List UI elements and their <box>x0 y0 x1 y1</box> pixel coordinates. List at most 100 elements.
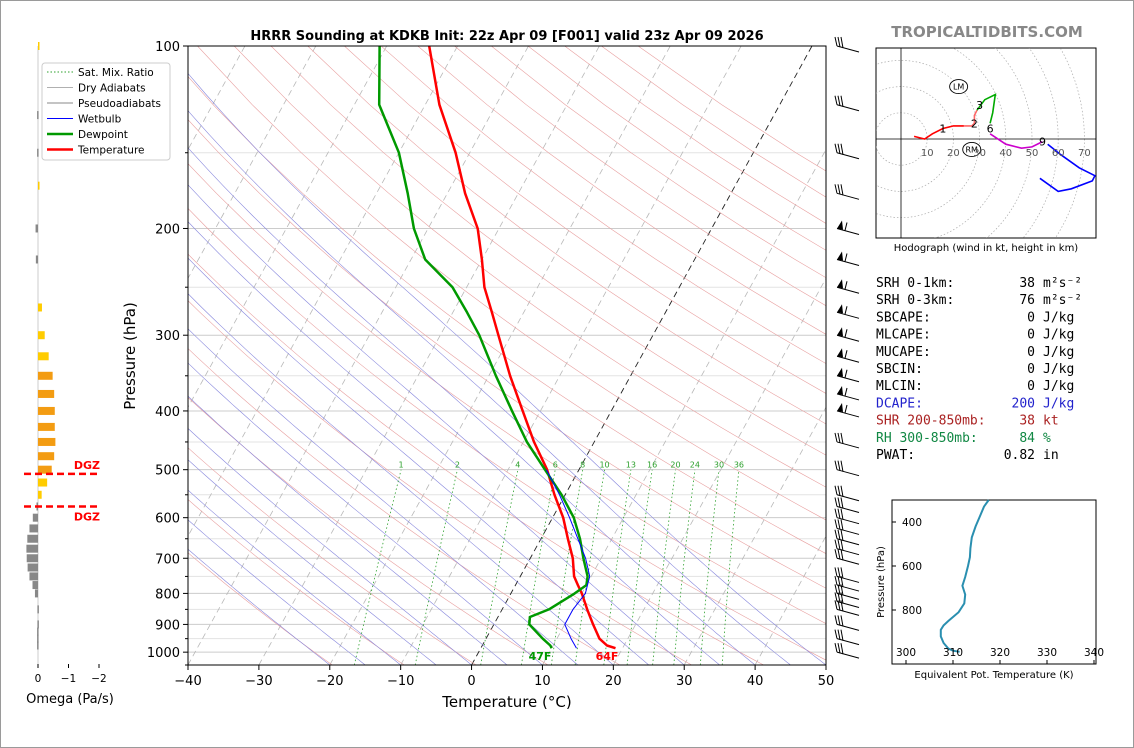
dry-adiabat <box>197 46 826 521</box>
index-value: 0 <box>1027 328 1035 343</box>
hodograph-height-label: 2 <box>971 117 978 130</box>
mixing-ratio-line <box>699 469 720 665</box>
index-label: RH 300-850mb: <box>876 431 978 446</box>
wind-barb-staff <box>836 375 860 383</box>
wind-barb-feather <box>834 508 838 518</box>
hodograph-height-label: 1 <box>939 123 946 136</box>
trace-temperature <box>427 46 616 650</box>
wind-barb-staff <box>836 192 860 200</box>
wind-barb-feather <box>834 567 838 577</box>
wind-barb-feather <box>840 497 844 509</box>
pressure-tick-label: 200 <box>155 222 180 237</box>
omega-tick-label: 0 <box>35 673 42 685</box>
wind-barb-feather <box>840 529 844 541</box>
wind-barb-feather <box>840 629 844 641</box>
temperature-tick-label: 30 <box>676 674 693 689</box>
theta-e-y-label: Pressure (hPa) <box>876 546 887 618</box>
omega-bar <box>35 224 38 233</box>
mixing-ratio-line <box>550 469 584 665</box>
hodograph-caption: Hodograph (wind in kt, height in km) <box>894 243 1079 254</box>
omega-panel: DGZ DGZ 0 −1 −2 Omega (Pa/s) <box>24 42 114 707</box>
hodograph-segment <box>989 133 1043 150</box>
wind-barb-staff <box>836 557 860 565</box>
wind-barb-feather <box>844 387 848 397</box>
temperature-tick-label: −30 <box>245 674 272 689</box>
wind-barb-feather <box>840 143 844 155</box>
mixing-ratio-label: 4 <box>515 461 520 470</box>
theta-e-panel: 300 310 320 330 340 400 600 800 Equivalent Pot… <box>876 499 1104 681</box>
omega-bars <box>26 42 56 650</box>
omega-bar <box>37 111 39 120</box>
wind-barb-feather <box>840 508 844 520</box>
wind-barb-staff <box>836 638 860 646</box>
wind-barb-staff <box>836 152 860 160</box>
isotherm-line <box>542 148 826 665</box>
dry-adiabat <box>417 46 826 335</box>
skewt-axes-frame <box>187 45 827 666</box>
omega-bar <box>38 303 42 312</box>
storm-motion-marker <box>949 79 969 95</box>
wind-barb-feather <box>834 432 838 443</box>
omega-bar <box>38 181 40 190</box>
wind-barb-feather <box>837 143 841 154</box>
mixing-ratio-line <box>574 469 605 665</box>
index-value: 200 <box>1012 396 1035 411</box>
mixing-ratio-label: 16 <box>647 461 657 470</box>
omega-bar <box>38 42 40 50</box>
legend-label: Wetbulb <box>78 114 122 126</box>
theta-e-x-tick-label: 330 <box>1037 647 1057 659</box>
dry-adiabat <box>188 163 826 624</box>
wind-barb-staff <box>836 575 860 583</box>
hodograph-trace <box>913 93 1096 193</box>
isotherm-line <box>471 46 813 665</box>
hodograph-ring-label: 70 <box>1078 148 1091 159</box>
wind-barb-feather <box>844 306 848 315</box>
omega-bar <box>37 634 39 643</box>
omega-bar <box>38 437 56 446</box>
omega-bar <box>32 513 38 522</box>
omega-x-ticks: 0 −1 −2 <box>35 664 107 685</box>
index-unit: kt <box>1043 414 1059 429</box>
wind-barb-feather <box>840 567 844 579</box>
pseudoadiabat <box>188 548 330 665</box>
hodograph-ring-label: 20 <box>947 148 960 159</box>
wind-barb-feather <box>834 575 838 586</box>
dry-adiabat <box>188 300 692 665</box>
sounding-traces <box>377 46 616 650</box>
wind-barb-pennant <box>837 327 843 337</box>
wind-barb-pennant <box>837 304 843 314</box>
hodograph-segment <box>963 109 978 127</box>
omega-tick-label: −2 <box>91 673 106 685</box>
omega-bar <box>38 422 55 431</box>
wind-barb-feather <box>837 497 841 508</box>
temperature-tick-label: 0 <box>467 674 475 689</box>
wind-barb-staff <box>836 505 860 513</box>
index-value: 38 <box>1019 276 1035 291</box>
wind-barb-feather <box>840 95 844 107</box>
index-value: 38 <box>1019 414 1035 429</box>
wind-barb-feather <box>837 539 841 550</box>
wind-barb-pennant <box>837 367 843 377</box>
index-unit: m²s⁻² <box>1043 293 1082 308</box>
theta-e-y-tick-label: 400 <box>902 517 922 529</box>
index-unit: J/kg <box>1043 396 1074 411</box>
index-label: SRH 0-1km: <box>876 276 954 291</box>
hodograph-ring-label: 40 <box>999 148 1012 159</box>
pressure-tick-label: 600 <box>155 512 180 527</box>
pressure-tick-label: 100 <box>155 40 180 55</box>
hodograph-plot-area: LM RM 1 2 36 9 <box>876 48 1096 238</box>
theta-e-x-tick-label: 340 <box>1084 647 1104 659</box>
isotherm-grid <box>188 46 826 665</box>
wind-barb-staff <box>836 393 860 401</box>
omega-bar <box>35 255 38 264</box>
index-label: PWAT: <box>876 448 915 463</box>
omega-bar <box>29 524 38 533</box>
wind-barb-feather <box>844 253 848 262</box>
dry-adiabat <box>188 253 764 665</box>
index-label: SBCIN: <box>876 362 923 377</box>
wind-barb-feather <box>834 592 838 602</box>
pseudoadiabat <box>188 72 826 665</box>
omega-bar <box>38 478 48 487</box>
mixing-ratio-label: 24 <box>690 461 700 470</box>
hodograph-height-label: 6 <box>987 123 994 136</box>
